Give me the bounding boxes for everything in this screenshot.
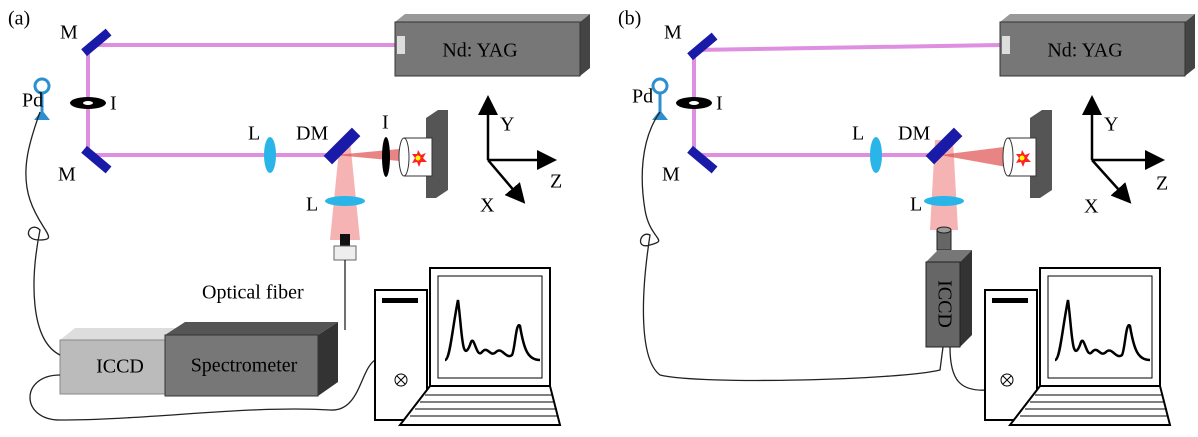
- dichroic-mirror-label: DM: [296, 123, 328, 145]
- photodiode-label: Pd: [22, 90, 43, 112]
- iccd-label: ICCD: [933, 280, 955, 328]
- computer: [375, 268, 560, 425]
- cable: [641, 112, 943, 380]
- lens-label: L: [306, 194, 318, 216]
- iris-label: I: [382, 112, 389, 134]
- diagram: (a) M M Nd: YAG Pd I L DM I Y Z X L Opti: [0, 0, 1198, 437]
- sample: [399, 110, 448, 198]
- dichroic-mirror-label: DM: [898, 123, 930, 145]
- axis-label: X: [1084, 196, 1099, 218]
- computer: [985, 268, 1170, 425]
- panel-a: (a) M M Nd: YAG Pd I L DM I Y Z X L Opti: [8, 8, 590, 425]
- mirror-label: M: [58, 164, 76, 186]
- lens-label: L: [852, 123, 864, 145]
- collection-lens: [924, 196, 964, 206]
- spectrometer-label: Spectrometer: [191, 355, 298, 377]
- axis-label: X: [480, 195, 495, 217]
- iris-label: I: [716, 93, 723, 115]
- panel-label: (b): [618, 8, 641, 30]
- axes: [488, 100, 552, 200]
- lens-label: L: [910, 194, 922, 216]
- panel-b: (b) M M Nd: YAG Pd I L DM Y Z X L IC: [618, 8, 1195, 425]
- photodiode-label: Pd: [632, 86, 653, 108]
- laser-label: Nd: YAG: [442, 40, 517, 62]
- axes: [1092, 100, 1160, 200]
- panel-label: (a): [8, 8, 30, 30]
- lens-label: L: [248, 123, 260, 145]
- photodiode: [652, 79, 668, 120]
- cable: [950, 347, 988, 390]
- mirror: [687, 33, 717, 60]
- collection-lens: [325, 196, 365, 206]
- laser-label: Nd: YAG: [1047, 40, 1122, 62]
- iccd-label: ICCD: [96, 356, 144, 378]
- iris-label: I: [110, 93, 117, 115]
- mirror: [687, 146, 717, 173]
- lens: [264, 137, 276, 173]
- cable: [26, 112, 60, 355]
- mirror-label: M: [60, 22, 78, 44]
- axis-label: Z: [550, 171, 562, 193]
- mirror: [81, 146, 111, 173]
- mirror-label: M: [662, 164, 680, 186]
- fiber-label: Optical fiber: [202, 282, 304, 304]
- axis-label: Y: [1104, 114, 1118, 136]
- mirror: [81, 29, 111, 56]
- iris: [382, 137, 390, 177]
- lens: [870, 137, 882, 173]
- axis-label: Z: [1156, 173, 1168, 195]
- sample: [1003, 110, 1052, 198]
- axis-label: Y: [500, 114, 514, 136]
- mirror-label: M: [664, 22, 682, 44]
